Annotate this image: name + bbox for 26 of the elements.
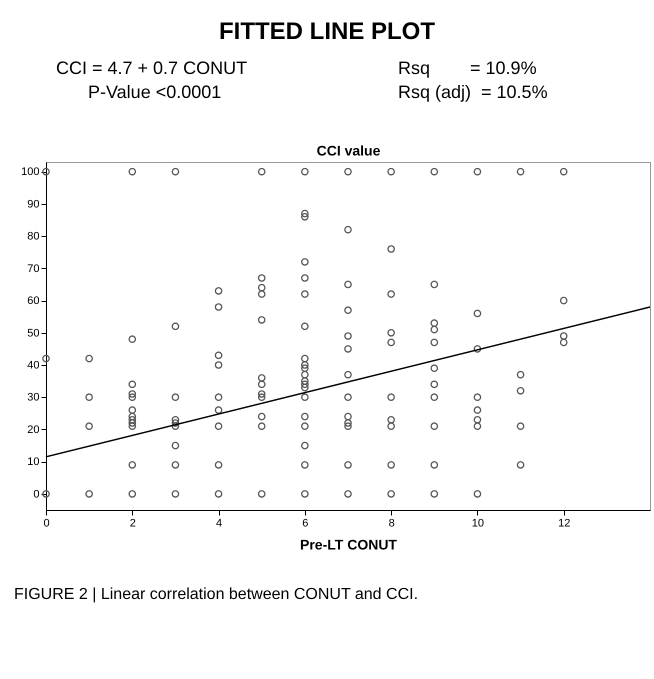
text: Rsq (adj) = 10.5% (398, 82, 548, 103)
x-axis-title: Pre-LT CONUT (300, 536, 398, 552)
y-tick-label: 60 (27, 295, 40, 308)
y-tick-label: 20 (27, 424, 40, 436)
caption: FIGURE 2 | Linear correlation between CONUT and CCI. (14, 586, 420, 604)
y-tick-label: 80 (27, 230, 40, 243)
text: Rsq = 10.9% (398, 58, 537, 79)
y-tick-label: 40 (27, 360, 40, 372)
x-tick-label: 12 (558, 518, 570, 530)
x-tick-label: 2 (130, 518, 136, 530)
y-tick-label: 0 (33, 488, 40, 500)
chart-title: FITTED LINE PLOT (218, 17, 436, 47)
y-tick-label: 10 (27, 456, 40, 468)
text: CCI = 4.7 + 0.7 CONUT (56, 58, 248, 79)
x-tick-label: 8 (388, 518, 395, 530)
text: P-Value <0.0001 (88, 82, 222, 103)
x-tick-label: 4 (216, 518, 222, 530)
x-tick-label: 10 (472, 518, 484, 530)
y-tick-label: 90 (27, 198, 40, 210)
x-tick-label: 0 (43, 518, 50, 530)
y-tick-label: 70 (27, 262, 40, 275)
y-tick-label: 50 (27, 327, 40, 340)
y-axis-title: CCI value (316, 142, 381, 158)
y-tick-label: 100 (21, 166, 40, 178)
x-tick-label: 6 (302, 518, 308, 530)
y-tick-label: 30 (27, 392, 40, 404)
